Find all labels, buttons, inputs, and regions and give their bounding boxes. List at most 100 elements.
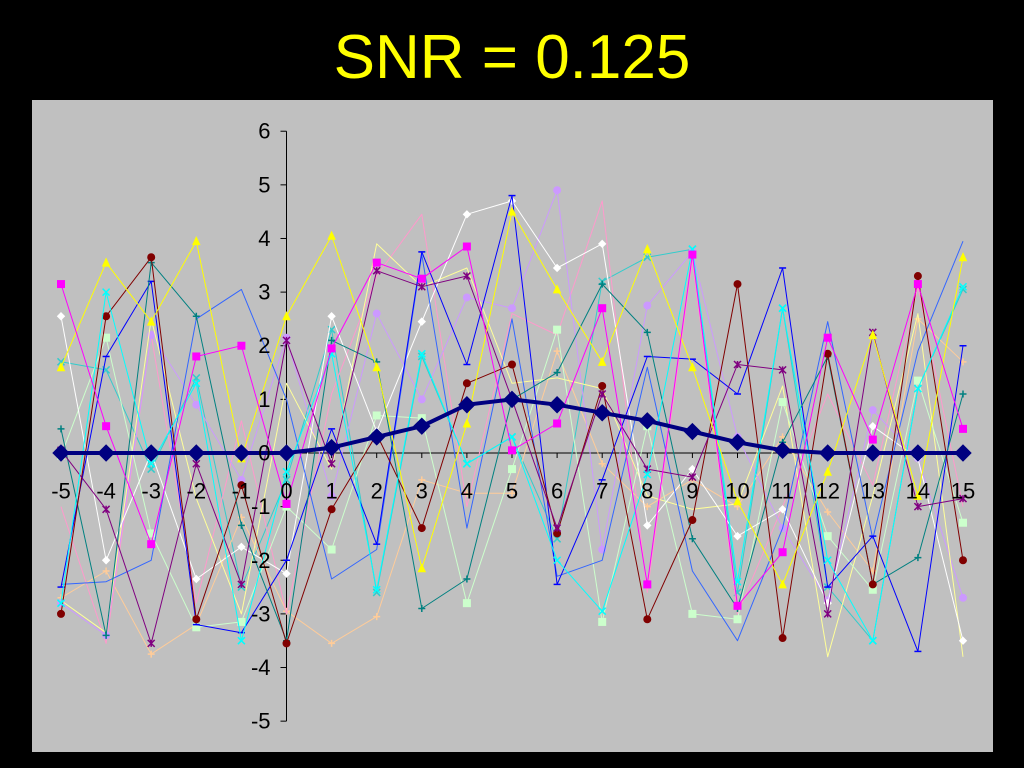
data-point [508, 446, 516, 455]
data-point [598, 460, 606, 468]
data-point [958, 494, 968, 503]
series-2 [56, 206, 968, 589]
data-point [417, 524, 426, 533]
y-tick-label: -1 [251, 494, 271, 519]
data-point [413, 417, 431, 435]
x-tick-label: 0 [280, 479, 292, 504]
data-point [597, 239, 607, 249]
data-point [237, 341, 246, 350]
data-point [57, 425, 65, 433]
x-tick-label: -5 [51, 479, 71, 504]
series-11 [60, 243, 964, 658]
series-14 [57, 315, 967, 658]
data-point [823, 532, 832, 541]
data-point [462, 293, 471, 302]
data-point [101, 556, 111, 565]
data-point [237, 521, 245, 529]
data-point [733, 280, 742, 289]
data-point [688, 250, 697, 259]
y-tick-label: -5 [251, 709, 271, 734]
data-point [56, 312, 66, 321]
data-point [462, 418, 472, 428]
data-point [823, 609, 832, 618]
x-tick-label: 8 [641, 479, 653, 504]
data-point [733, 531, 742, 541]
data-point [959, 390, 967, 398]
data-point [913, 272, 922, 281]
data-point [552, 284, 562, 294]
data-point [597, 356, 607, 366]
data-point [56, 357, 66, 366]
data-point [277, 444, 296, 462]
x-tick-label: 11 [771, 479, 794, 504]
data-point [778, 634, 787, 643]
data-point [56, 362, 66, 372]
data-point [598, 607, 607, 616]
series-5 [57, 253, 967, 648]
data-point [778, 579, 787, 589]
data-point [418, 605, 426, 613]
data-point [417, 563, 427, 573]
data-point [553, 419, 562, 428]
data-point [958, 636, 968, 645]
data-point [237, 580, 246, 589]
data-point [598, 381, 607, 390]
data-point [548, 396, 566, 414]
data-point [778, 548, 787, 557]
x-tick-label: 9 [686, 479, 698, 504]
x-tick-label: 3 [416, 479, 428, 504]
data-point [417, 395, 426, 404]
series-3 [56, 245, 968, 645]
data-point [638, 412, 657, 430]
data-point [146, 316, 156, 326]
data-point [553, 556, 562, 565]
data-point [688, 535, 696, 543]
data-point [237, 542, 246, 552]
data-point [688, 609, 697, 618]
x-tick-label: -3 [141, 479, 161, 504]
data-point [373, 613, 381, 621]
data-point [417, 274, 426, 283]
chart-title: SNR = 0.125 [333, 23, 691, 92]
data-point [192, 379, 201, 388]
y-tick-label: -3 [251, 601, 271, 626]
data-point [97, 444, 115, 462]
data-point [328, 639, 336, 647]
data-point [417, 317, 427, 326]
data-point [778, 505, 787, 514]
series-layer [52, 186, 972, 658]
data-point [913, 280, 922, 289]
data-point [462, 459, 471, 468]
data-point [147, 253, 156, 262]
data-point [101, 257, 111, 267]
data-point [868, 435, 877, 444]
x-tick-label: 10 [725, 479, 749, 504]
data-point [462, 242, 471, 251]
data-point [192, 574, 201, 584]
x-tick-label: -4 [96, 479, 116, 504]
data-point [823, 556, 832, 565]
series-line [60, 243, 964, 658]
data-point [914, 554, 922, 562]
data-point [818, 444, 837, 462]
data-point [733, 496, 742, 506]
data-point [327, 505, 336, 514]
data-point [553, 347, 561, 355]
x-tick-label: 12 [815, 479, 839, 504]
data-point [643, 244, 652, 254]
data-point [643, 301, 652, 310]
y-tick-label: -2 [251, 548, 271, 573]
data-point [237, 636, 246, 645]
data-point [959, 518, 967, 527]
data-point [232, 444, 251, 462]
data-point [643, 580, 652, 589]
series-line [60, 241, 964, 642]
y-tick-label: 3 [258, 280, 270, 305]
data-point [327, 344, 336, 353]
data-point [282, 499, 291, 508]
data-point [823, 466, 832, 476]
data-point [327, 459, 336, 468]
data-point [57, 280, 65, 289]
